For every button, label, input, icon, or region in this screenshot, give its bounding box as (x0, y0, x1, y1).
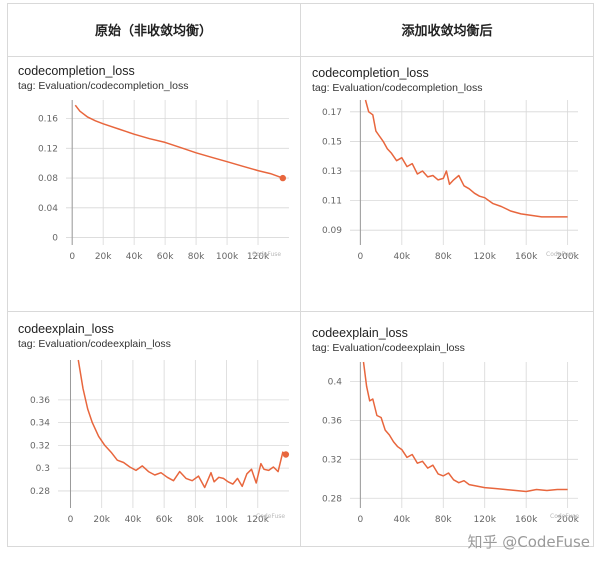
y-tick-label: 0.32 (322, 455, 342, 465)
x-tick-label: 0 (68, 515, 74, 525)
panel4-tag: tag: Evaluation/codeexplain_loss (312, 342, 465, 354)
panel1-watermark: CodeFuse (252, 251, 282, 258)
x-tick-label: 100k (215, 515, 238, 525)
series-line (364, 99, 568, 218)
x-tick-label: 40k (125, 515, 142, 525)
x-tick-label: 20k (93, 515, 110, 525)
x-tick-label: 120k (474, 252, 497, 262)
panel4-title: codeexplain_loss (312, 326, 408, 340)
panel1-title: codecompletion_loss (18, 64, 135, 78)
panel4-watermark: CodeFuse (550, 513, 580, 520)
y-tick-label: 0.11 (322, 197, 342, 207)
series-line (74, 104, 284, 179)
series-line (362, 361, 568, 493)
panel2-tag: tag: Evaluation/codecompletion_loss (312, 82, 483, 94)
y-tick-label: 0.13 (322, 167, 342, 177)
x-tick-label: 120k (247, 252, 270, 262)
y-tick-label: 0.12 (38, 144, 58, 154)
y-tick-label: 0.15 (322, 137, 342, 147)
panel2-title: codecompletion_loss (312, 66, 429, 80)
x-tick-label: 200k (556, 515, 579, 525)
y-tick-label: 0.08 (38, 174, 58, 184)
y-tick-label: 0.32 (30, 441, 50, 451)
x-tick-label: 80k (187, 515, 204, 525)
y-tick-label: 0.36 (322, 416, 342, 426)
x-tick-label: 120k (474, 515, 497, 525)
y-tick-label: 0.28 (322, 494, 342, 504)
series-endpoint (279, 174, 287, 182)
y-tick-label: 0.4 (328, 377, 343, 387)
x-tick-label: 80k (435, 515, 452, 525)
panel1-tag: tag: Evaluation/codecompletion_loss (18, 80, 189, 92)
series-endpoint (282, 451, 290, 458)
panel2-watermark: CodeFuse (546, 251, 576, 258)
x-tick-label: 160k (515, 515, 538, 525)
y-tick-label: 0.16 (38, 115, 58, 125)
x-tick-label: 160k (515, 252, 538, 262)
panel3-title: codeexplain_loss (18, 322, 114, 336)
x-tick-label: 100k (216, 252, 239, 262)
x-tick-label: 60k (157, 252, 174, 262)
x-tick-label: 80k (188, 252, 205, 262)
y-tick-label: 0.09 (322, 226, 342, 236)
x-tick-label: 40k (393, 252, 410, 262)
x-tick-label: 120k (247, 515, 270, 525)
y-tick-label: 0 (52, 234, 58, 244)
header-original: 原始（非收敛均衡） (94, 24, 212, 39)
series-line (77, 359, 287, 489)
panel3-watermark: CodeFuse (256, 513, 286, 520)
y-tick-label: 0.28 (30, 487, 50, 497)
y-tick-label: 0.04 (38, 204, 58, 214)
x-tick-label: 0 (69, 252, 75, 262)
y-tick-label: 0.17 (322, 108, 342, 118)
y-tick-label: 0.36 (30, 396, 50, 406)
y-tick-label: 0.34 (30, 419, 50, 429)
y-tick-label: 0.3 (36, 464, 50, 474)
x-tick-label: 0 (357, 515, 363, 525)
column-divider (300, 3, 301, 547)
x-tick-label: 40k (393, 515, 410, 525)
x-tick-label: 200k (556, 252, 579, 262)
header-balanced: 添加收敛均衡后 (401, 24, 493, 39)
x-tick-label: 20k (95, 252, 112, 262)
x-tick-label: 80k (435, 252, 452, 262)
panel3-tag: tag: Evaluation/codeexplain_loss (18, 338, 171, 350)
zhihu-watermark: 知乎 @CodeFuse (467, 533, 590, 551)
x-tick-label: 60k (156, 515, 173, 525)
x-tick-label: 40k (126, 252, 143, 262)
x-tick-label: 0 (357, 252, 363, 262)
